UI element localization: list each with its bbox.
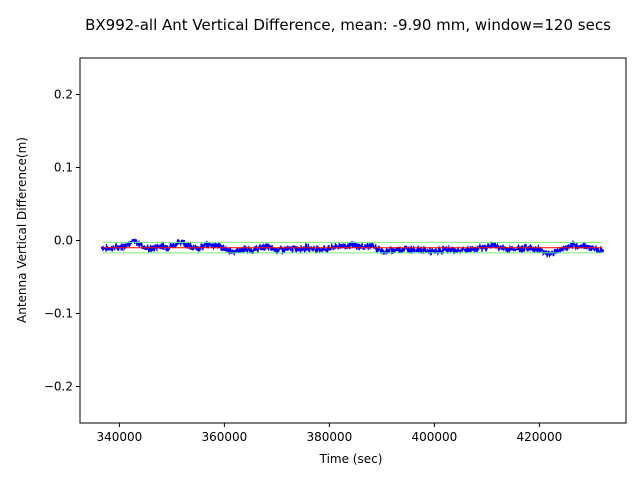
x-tick-label: 380000 (306, 430, 352, 444)
raw-data-point (186, 243, 190, 247)
axes-frame (79, 57, 627, 424)
raw-data-point (438, 249, 442, 253)
raw-data-point (249, 249, 253, 253)
raw-data-point (243, 247, 247, 251)
raw-data-point (558, 248, 562, 252)
raw-data-point (364, 244, 368, 248)
raw-data-point (233, 249, 237, 254)
x-tick-label: 400000 (411, 430, 457, 444)
raw-data-point (275, 248, 279, 252)
raw-data-point (238, 248, 242, 252)
raw-data-point (401, 247, 405, 251)
raw-data-point (138, 242, 142, 246)
x-tick-label: 360000 (201, 430, 247, 444)
raw-data-point (506, 247, 510, 251)
raw-data-point (264, 244, 268, 248)
raw-data-point (285, 247, 289, 251)
raw-data-point (159, 244, 163, 248)
raw-data-point (212, 243, 216, 247)
y-axis-label: Antenna Vertical Difference(m) (15, 137, 29, 323)
raw-data-point (317, 247, 321, 251)
raw-data-point (201, 244, 205, 248)
raw-data-point (595, 247, 599, 251)
raw-data-point (217, 244, 221, 248)
raw-data-point (453, 249, 457, 253)
y-tick-label: 0.0 (54, 234, 73, 248)
raw-data-point (338, 244, 342, 248)
raw-data-point (207, 243, 211, 247)
raw-data-point (422, 248, 426, 252)
raw-data-point (569, 244, 573, 248)
x-axis-label: Time (sec) (319, 452, 383, 466)
y-tick-label: 0.1 (54, 161, 73, 175)
raw-data-point (464, 248, 468, 252)
raw-data-point (585, 244, 589, 248)
raw-data-point (600, 249, 604, 253)
raw-data-point (490, 243, 494, 247)
raw-data-point (390, 248, 394, 252)
chart-title: BX992-all Ant Vertical Difference, mean:… (85, 16, 611, 34)
raw-data-point (354, 244, 358, 248)
raw-data-point (222, 247, 226, 251)
raw-data-point (448, 248, 452, 252)
raw-data-point (124, 243, 128, 247)
y-tick-label: −0.2 (44, 380, 73, 394)
raw-data-point (228, 249, 232, 253)
y-tick-label: −0.1 (44, 307, 73, 321)
raw-data-point (495, 244, 499, 248)
x-tick-label: 340000 (96, 430, 142, 444)
x-axis: 340000 360000 380000 400000 420000 (96, 423, 562, 444)
raw-data-point (170, 244, 174, 248)
y-axis: 0.2 0.1 0.0 −0.1 −0.2 (44, 88, 80, 394)
raw-data-point (380, 249, 384, 253)
raw-data-point (343, 244, 347, 248)
raw-data-point (155, 244, 159, 248)
raw-data-point (443, 247, 447, 251)
raw-data-point (149, 247, 153, 251)
raw-data-point (385, 249, 389, 254)
raw-data-point (254, 247, 258, 251)
raw-data-point (411, 247, 415, 251)
raw-data-point (348, 243, 352, 247)
raw-data-point (574, 244, 578, 248)
raw-data-point (579, 244, 583, 248)
raw-data-point (369, 244, 373, 248)
raw-data-point (427, 249, 431, 254)
raw-data-point (537, 248, 541, 252)
y-tick-label: 0.2 (54, 88, 73, 102)
x-tick-label: 420000 (516, 430, 562, 444)
plot-area (100, 238, 604, 259)
